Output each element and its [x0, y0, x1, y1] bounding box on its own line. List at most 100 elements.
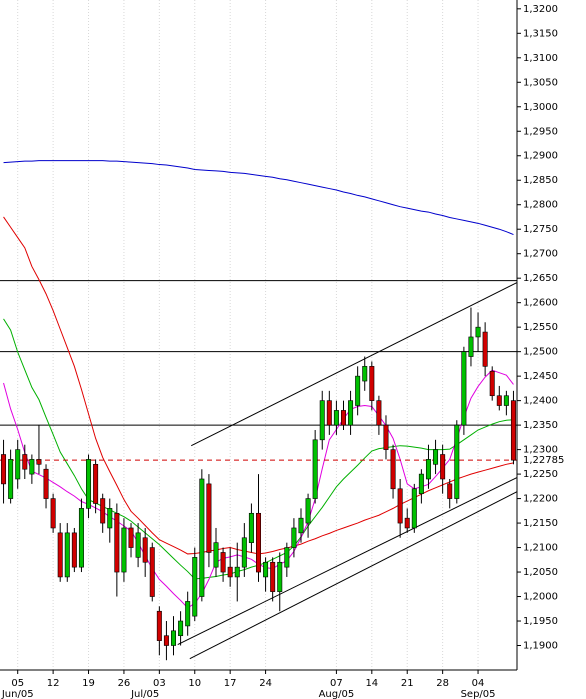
y-tick-label: 1,2750 — [523, 224, 558, 235]
candle-body — [171, 630, 177, 646]
candle-body — [333, 410, 339, 426]
candle-body — [319, 400, 325, 441]
candle-body — [135, 532, 141, 558]
candle-body — [340, 410, 346, 426]
candle-body — [43, 468, 49, 499]
candle-body — [29, 459, 35, 475]
candle-body — [277, 561, 283, 592]
x-tick-label: 19 — [82, 678, 95, 689]
candle-body — [404, 517, 410, 529]
x-tick-label: 24 — [259, 678, 272, 689]
candle-body — [270, 561, 276, 592]
month-label: Aug/05 — [319, 689, 355, 699]
y-tick-label: 1,2150 — [523, 518, 558, 529]
candle-body — [128, 527, 134, 548]
y-tick-label: 1,2050 — [523, 567, 558, 578]
candle-body — [369, 366, 375, 401]
x-tick-label: 17 — [224, 678, 237, 689]
candle-body — [326, 400, 332, 426]
candle-body — [57, 532, 63, 578]
candle-body — [227, 566, 233, 578]
candle-body — [510, 400, 516, 461]
candle-body — [142, 537, 148, 563]
y-tick-label: 1,2100 — [523, 543, 558, 554]
candle-body — [156, 610, 162, 641]
candle-body — [454, 424, 460, 499]
candle-body — [15, 449, 21, 480]
candle-body — [192, 557, 198, 617]
candle-body — [447, 483, 453, 499]
candle-body — [263, 561, 269, 578]
candle-body — [64, 532, 70, 578]
trendline — [189, 491, 518, 660]
candle-body — [22, 454, 28, 470]
y-tick-label: 1,2550 — [523, 322, 558, 333]
candle-body — [50, 498, 56, 529]
candle-body — [284, 547, 290, 568]
x-tick-label: 28 — [436, 678, 449, 689]
y-tick-label: 1,2600 — [523, 298, 558, 309]
trendline — [177, 477, 518, 645]
x-tick-label: 05 — [11, 678, 24, 689]
ma-line — [3, 160, 514, 236]
candle-body — [411, 488, 417, 529]
candle-body — [355, 375, 361, 406]
y-tick-label: 1,3150 — [523, 28, 558, 39]
y-tick-label: 1,3050 — [523, 77, 558, 88]
candle-body — [121, 527, 127, 573]
y-tick-label: 1,2950 — [523, 126, 558, 137]
y-tick-label: 1,2400 — [523, 396, 558, 407]
x-tick-label: 10 — [188, 678, 201, 689]
candle-body — [78, 508, 84, 568]
candle-body — [234, 566, 240, 578]
price-label: 1,22785 — [523, 455, 564, 466]
candle-body — [220, 552, 226, 573]
y-tick-label: 1,2650 — [523, 273, 558, 284]
y-tick-label: 1,2450 — [523, 371, 558, 382]
y-tick-label: 1,2900 — [523, 151, 558, 162]
candle-body — [213, 542, 219, 568]
candle-body — [107, 508, 113, 529]
candle-body — [178, 620, 184, 637]
candle-body — [376, 400, 382, 426]
month-label: Sep/05 — [461, 689, 496, 699]
candle-body — [206, 483, 212, 553]
candle-body — [298, 517, 304, 534]
candle-body — [461, 351, 467, 426]
x-tick-label: 12 — [47, 678, 60, 689]
y-tick-label: 1,2700 — [523, 249, 558, 260]
candle-body — [390, 449, 396, 490]
y-tick-label: 1,2500 — [523, 347, 558, 358]
y-tick-label: 1,2350 — [523, 420, 558, 431]
candle-body — [36, 459, 42, 465]
y-tick-label: 1,2800 — [523, 200, 558, 211]
x-tick-label: 21 — [401, 678, 414, 689]
y-tick-label: 1,3100 — [523, 53, 558, 64]
candle-body — [100, 498, 106, 524]
candle-body — [8, 459, 14, 499]
y-tick-label: 1,2850 — [523, 175, 558, 186]
candle-body — [248, 512, 254, 543]
candle-body — [397, 488, 403, 524]
candle-body — [71, 532, 77, 568]
trendline — [190, 282, 518, 447]
candle-body — [86, 459, 92, 509]
y-tick-label: 1,2300 — [523, 445, 558, 456]
candle-body — [199, 478, 205, 597]
candle-body — [503, 395, 509, 406]
x-tick-label: 04 — [472, 678, 485, 689]
x-tick-label: 07 — [330, 678, 343, 689]
candle-body — [114, 512, 120, 573]
candle-body — [482, 331, 488, 367]
y-tick-label: 1,3000 — [523, 102, 558, 113]
x-tick-label: 26 — [118, 678, 131, 689]
candle-body — [496, 395, 502, 406]
candle-body — [305, 498, 311, 524]
candle-body — [425, 459, 431, 480]
candle-body — [348, 400, 354, 426]
y-tick-label: 1,2200 — [523, 494, 558, 505]
candle-body — [93, 463, 99, 504]
month-label: Jun/05 — [1, 689, 34, 699]
candle-body — [418, 473, 424, 494]
